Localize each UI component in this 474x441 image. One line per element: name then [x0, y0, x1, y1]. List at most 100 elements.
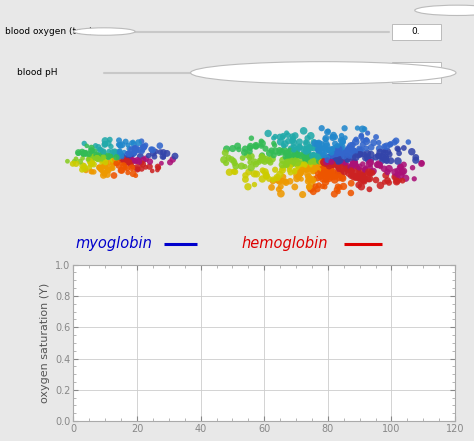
Point — [328, 166, 336, 173]
Point — [317, 172, 325, 179]
Point — [410, 175, 418, 182]
Point — [110, 155, 118, 162]
Point — [311, 162, 319, 169]
Point — [311, 156, 319, 163]
Point — [293, 175, 301, 182]
Point — [362, 166, 369, 173]
Point — [321, 161, 329, 168]
Point — [135, 158, 143, 165]
Point — [397, 172, 405, 179]
Point — [322, 160, 330, 167]
Point — [334, 149, 341, 156]
Point — [380, 165, 388, 172]
Point — [89, 154, 96, 161]
Point — [330, 157, 338, 164]
Point — [376, 182, 384, 189]
Point — [142, 142, 149, 149]
Point — [359, 167, 366, 174]
Point — [123, 165, 131, 172]
Point — [120, 157, 128, 164]
Point — [297, 170, 304, 177]
Point — [335, 148, 343, 155]
Point — [123, 159, 130, 166]
Point — [310, 176, 318, 183]
Point — [96, 146, 103, 153]
Point — [130, 157, 137, 164]
Point — [327, 156, 335, 163]
Point — [307, 145, 314, 152]
Point — [105, 140, 112, 147]
Point — [301, 158, 309, 165]
Point — [128, 156, 136, 163]
Point — [133, 164, 141, 171]
Point — [357, 133, 365, 140]
Point — [290, 153, 297, 160]
Point — [101, 141, 109, 148]
Point — [353, 173, 361, 180]
Point — [304, 171, 311, 178]
Point — [366, 164, 374, 171]
Point — [102, 159, 109, 166]
Point — [354, 151, 362, 158]
Point — [130, 150, 138, 157]
Point — [298, 176, 305, 183]
Point — [244, 151, 251, 158]
Point — [74, 149, 82, 156]
Point — [322, 164, 330, 172]
Point — [133, 166, 141, 173]
Point — [117, 153, 124, 160]
Point — [300, 161, 307, 168]
Point — [315, 146, 322, 153]
Point — [349, 161, 357, 168]
Text: 0.: 0. — [412, 27, 420, 36]
Point — [324, 127, 332, 135]
Point — [127, 161, 134, 168]
Point — [344, 156, 352, 163]
Point — [102, 160, 109, 167]
Point — [115, 156, 123, 163]
Point — [350, 173, 357, 180]
Point — [291, 167, 299, 174]
Point — [327, 174, 335, 181]
Point — [317, 144, 324, 151]
Point — [299, 167, 306, 174]
Point — [95, 164, 103, 172]
Point — [348, 167, 356, 174]
Point — [265, 176, 273, 183]
Point — [121, 160, 129, 167]
Point — [380, 149, 387, 156]
Point — [355, 170, 363, 177]
Point — [118, 141, 126, 148]
Point — [347, 172, 355, 179]
Point — [130, 141, 137, 148]
Point — [247, 164, 255, 171]
Point — [328, 156, 336, 163]
Point — [418, 160, 425, 167]
Point — [114, 154, 121, 161]
Point — [337, 150, 344, 157]
Point — [146, 163, 154, 170]
Point — [344, 146, 352, 153]
Point — [317, 157, 324, 164]
Point — [352, 162, 359, 169]
Point — [262, 156, 270, 163]
Point — [64, 158, 71, 165]
Point — [112, 156, 120, 163]
Point — [130, 145, 138, 152]
Point — [244, 183, 252, 191]
Point — [393, 177, 401, 184]
Point — [109, 156, 117, 163]
Point — [354, 164, 362, 172]
Point — [364, 130, 372, 137]
Point — [297, 169, 304, 176]
Point — [115, 137, 123, 144]
Point — [322, 155, 330, 162]
Point — [335, 146, 343, 153]
Point — [252, 142, 260, 149]
Point — [113, 153, 120, 160]
Point — [114, 154, 121, 161]
Point — [258, 157, 266, 164]
Point — [291, 168, 298, 176]
Point — [356, 176, 364, 183]
Point — [288, 160, 296, 167]
